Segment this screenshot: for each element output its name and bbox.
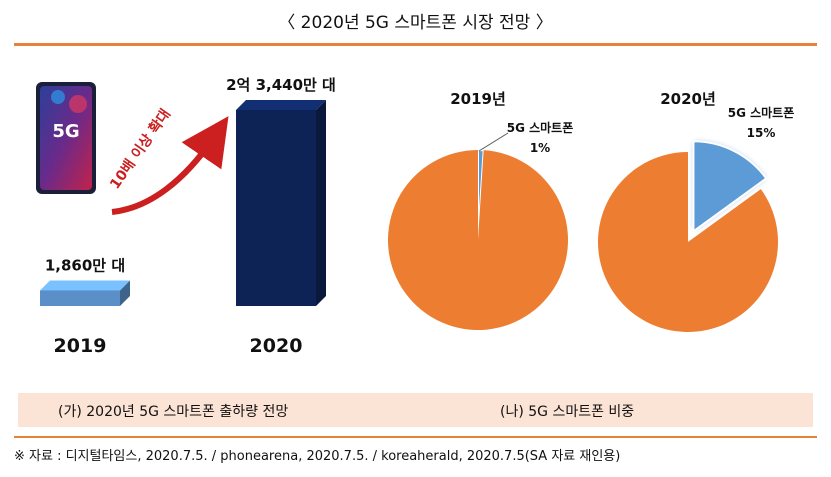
pie-slice-5g <box>692 140 768 234</box>
callout-line <box>478 132 509 152</box>
bar-2020 <box>236 100 326 306</box>
pie-data-label: 15% <box>747 126 776 140</box>
pie-slice-label: 5G 스마트폰 <box>507 120 574 135</box>
pie-chart-2020: 2020년 5G 스마트폰 15% <box>598 90 795 333</box>
pie-title: 2019년 <box>450 90 506 108</box>
phone-image: 5G <box>36 82 96 194</box>
caption-shipment: (가) 2020년 5G 스마트폰 출하량 전망 <box>58 404 289 420</box>
caption-share: (나) 5G 스마트폰 비중 <box>500 404 635 420</box>
pie-slice-other <box>387 150 568 330</box>
pie-data-label: 1% <box>530 141 550 155</box>
page-title: 〈 2020년 5G 스마트폰 시장 전망 〉 <box>278 13 553 33</box>
shipment-bar-chart: 1,860만 대 2019 2억 3,440만 대 2020 <box>40 76 336 357</box>
bar-category-label: 2020 <box>250 335 303 357</box>
pie-slice-label: 5G 스마트폰 <box>728 105 795 120</box>
source-note: ※ 자료 : 디지털타임스, 2020.7.5. / phonearena, 2… <box>14 449 621 464</box>
caption-bar: (가) 2020년 5G 스마트폰 출하량 전망 (나) 5G 스마트폰 비중 <box>18 393 813 427</box>
source-rule <box>14 436 817 438</box>
bar-category-label: 2019 <box>54 335 107 357</box>
title-underline <box>14 43 817 46</box>
bar-value-label: 2억 3,440만 대 <box>226 76 336 94</box>
pie-slice-other <box>598 152 779 333</box>
phone-badge: 5G <box>52 121 79 142</box>
bar-2019 <box>40 280 130 306</box>
bar-value-label: 1,860만 대 <box>45 256 125 274</box>
growth-arrow <box>111 116 229 215</box>
growth-annotation: 10배 이상 확대 <box>106 106 174 192</box>
pie-title: 2020년 <box>660 90 716 108</box>
